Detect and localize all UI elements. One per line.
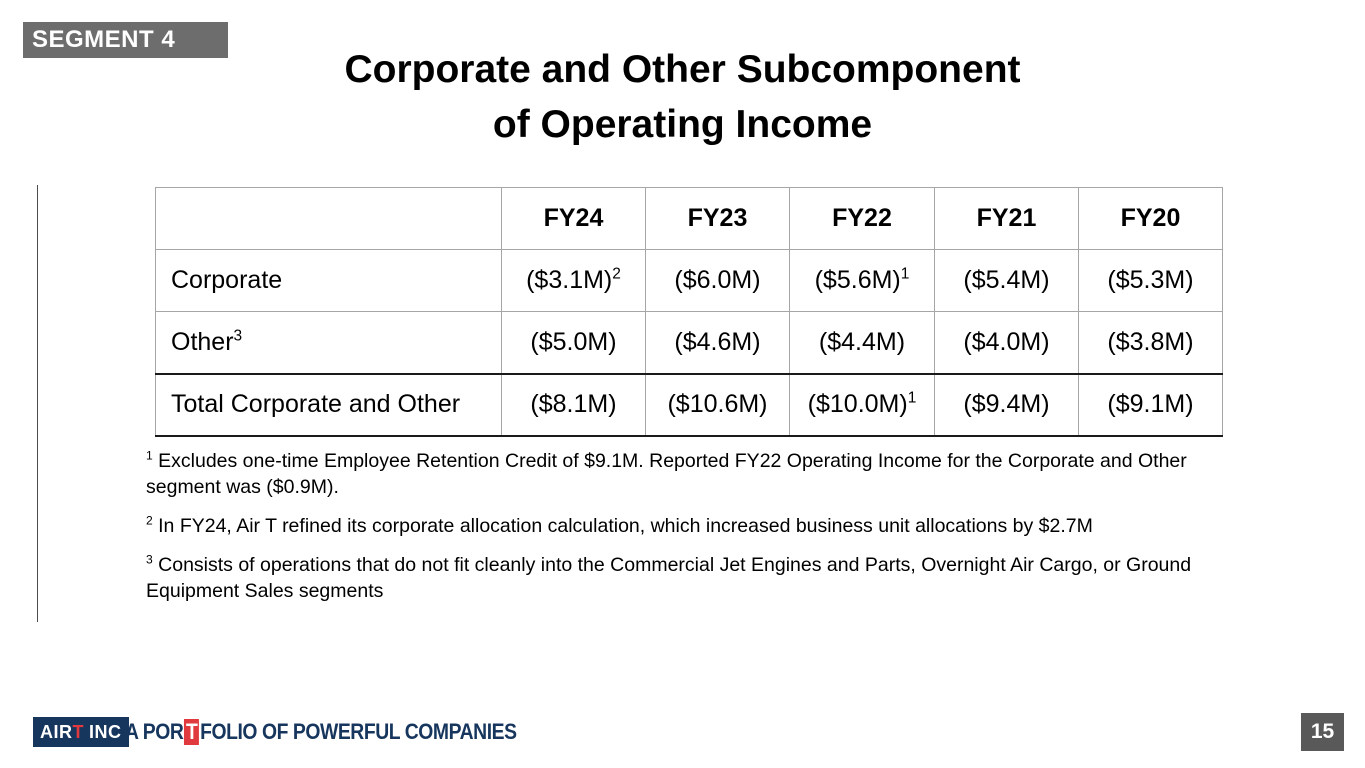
logo-t: T [72,721,84,742]
cell-value: ($9.4M) [963,390,1050,418]
cell-value: ($5.0M) [530,327,617,356]
segment-badge: SEGMENT 4 [23,22,228,58]
table-header-row: FY24 FY23 FY22 FY21 FY20 [155,187,1223,250]
cell-value: ($3.1M) [526,266,613,294]
table-row-other: Other3 ($5.0M) ($4.6M) ($4.4M) ($4.0M) (… [155,311,1223,374]
cell-value: ($6.0M) [674,266,761,294]
table-corner-cell [155,187,502,250]
cell-total-fy21: ($9.4M) [934,372,1079,437]
cell-value: ($4.4M) [818,327,906,356]
cell-value: ($5.4M) [963,266,1050,294]
column-header-fy20: FY20 [1078,187,1223,250]
footer-tagline: A POR T FOLIO OF POWERFUL COMPANIES [125,717,517,747]
row-label-total: Total Corporate and Other [155,372,502,437]
cell-value: ($5.3M) [1107,266,1194,294]
cell-corporate-fy21: ($5.4M) [934,249,1079,312]
cell-other-fy23: ($4.6M) [645,311,790,374]
footnote-marker: 3 [146,552,153,567]
cell-value: ($3.8M) [1107,327,1194,356]
row-label-text: Corporate [171,266,283,294]
tagline-part1: A POR [125,719,184,744]
footnotes: 1 Excludes one-time Employee Retention C… [146,448,1224,617]
row-label-text: Other [171,327,234,356]
table-row-total: Total Corporate and Other ($8.1M) ($10.6… [155,372,1223,437]
cell-value: ($4.6M) [674,327,761,356]
row-label-other: Other3 [155,311,502,374]
row-label-text: Total Corporate and Other [171,390,461,418]
operating-income-table: FY24 FY23 FY22 FY21 FY20 Corporate ($3.1… [155,187,1223,437]
row-label-corporate: Corporate [155,249,502,312]
row-label-sup: 3 [233,327,243,345]
cell-total-fy24: ($8.1M) [501,372,646,437]
cell-sup: 1 [900,265,910,283]
column-header-fy22: FY22 [789,187,935,250]
cell-total-fy22: ($10.0M)1 [789,372,935,437]
page-title: Corporate and Other Subcomponent of Oper… [0,42,1365,152]
footnote-1: 1 Excludes one-time Employee Retention C… [146,448,1224,500]
cell-corporate-fy23: ($6.0M) [645,249,790,312]
tagline-part3: FOLIO OF POWERFUL COMPANIES [200,719,517,744]
column-header-fy23: FY23 [645,187,790,250]
cell-other-fy24: ($5.0M) [501,311,646,374]
cell-value: ($10.6M) [667,390,768,418]
page-number-badge: 15 [1301,713,1344,751]
cell-value: ($10.0M) [807,390,908,418]
column-header-fy21: FY21 [934,187,1079,250]
cell-total-fy20: ($9.1M) [1078,372,1223,437]
page-number: 15 [1310,720,1335,743]
footnote-text: Consists of operations that do not fit c… [146,554,1192,602]
logo-air: AIR [40,721,73,742]
tagline-t-box: T [184,719,200,745]
cell-value: ($9.1M) [1107,390,1194,418]
column-header-fy24: FY24 [501,187,646,250]
footnote-2: 2 In FY24, Air T refined its corporate a… [146,513,1224,539]
cell-sup: 1 [907,389,917,407]
cell-corporate-fy20: ($5.3M) [1078,249,1223,312]
cell-value: ($5.6M) [814,266,901,294]
cell-other-fy20: ($3.8M) [1078,311,1223,374]
table-row-corporate: Corporate ($3.1M)2 ($6.0M) ($5.6M)1 ($5.… [155,249,1223,312]
footnote-marker: 1 [146,448,153,463]
cell-total-fy23: ($10.6M) [645,372,790,437]
airt-logo: AIR T INC [33,717,129,747]
footnote-text: Excludes one-time Employee Retention Cre… [146,450,1187,498]
cell-sup: 2 [612,265,621,283]
cell-value: ($4.0M) [963,327,1050,356]
left-vertical-rule [37,185,38,622]
cell-corporate-fy24: ($3.1M)2 [501,249,646,312]
footnote-text: In FY24, Air T refined its corporate all… [158,515,1093,537]
cell-other-fy21: ($4.0M) [934,311,1079,374]
page-title-line2: of Operating Income [492,103,873,146]
page-title-line1: Corporate and Other Subcomponent [344,48,1021,91]
footnote-marker: 2 [146,513,153,528]
cell-corporate-fy22: ($5.6M)1 [789,249,935,312]
footnote-3: 3 Consists of operations that do not fit… [146,552,1224,604]
cell-value: ($8.1M) [530,390,617,418]
cell-other-fy22: ($4.4M) [789,311,935,374]
segment-label: SEGMENT 4 [32,26,176,53]
logo-inc: INC [89,721,122,742]
